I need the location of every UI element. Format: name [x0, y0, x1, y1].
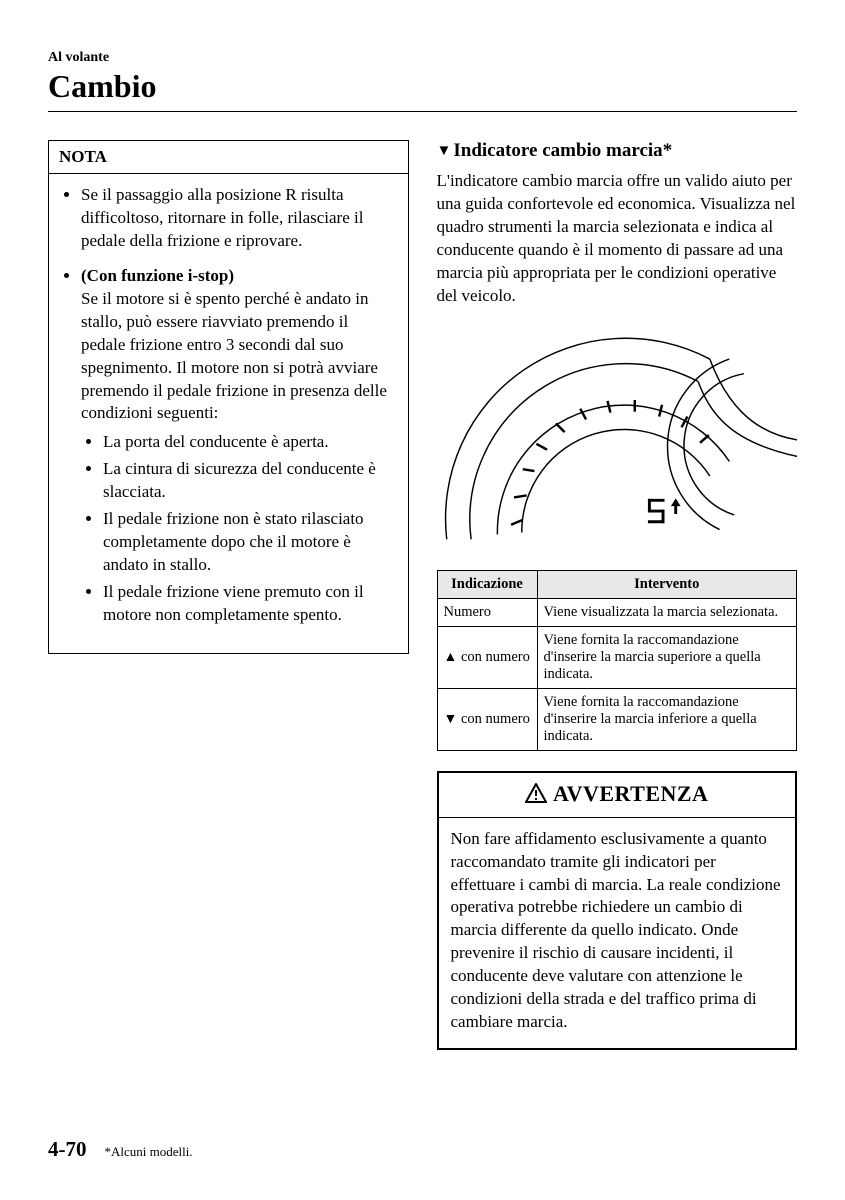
nota-item-2-bold: (Con funzione i-stop) [81, 266, 234, 285]
table-row: ▼ con numero Viene fornita la raccomanda… [437, 688, 797, 750]
table-cell: Numero [437, 598, 537, 626]
nota-label: NOTA [49, 141, 408, 174]
footnote: *Alcuni modelli. [105, 1144, 193, 1160]
nota-sub-2: La cintura di sicurezza del conducente è… [103, 458, 396, 504]
page-footer: 4-70 *Alcuni modelli. [48, 1137, 193, 1162]
nota-item-2-text: Se il motore si è spento perché è andato… [81, 289, 387, 423]
nota-item-2: (Con funzione i-stop) Se il motore si è … [81, 265, 396, 627]
table-cell: ▼ con numero [437, 688, 537, 750]
nota-sub-1: La porta del conducente è aperta. [103, 431, 396, 454]
content-columns: NOTA Se il passaggio alla posizione R ri… [48, 140, 797, 1050]
page-number: 4-70 [48, 1137, 87, 1162]
down-arrow-icon: ▼ [444, 712, 458, 727]
nota-box: NOTA Se il passaggio alla posizione R ri… [48, 140, 409, 654]
warning-text: Non fare affidamento esclusivamente a qu… [439, 818, 796, 1048]
table-cell: Viene fornita la raccomandazione d'inser… [537, 688, 797, 750]
table-row: Numero Viene visualizzata la marcia sele… [437, 598, 797, 626]
section-paragraph: L'indicatore cambio marcia offre un vali… [437, 170, 798, 308]
triangle-icon: ▼ [437, 143, 452, 160]
table-cell: ▲ con numero [437, 626, 537, 688]
table-row: ▲ con numero Viene fornita la raccomanda… [437, 626, 797, 688]
warning-icon [525, 783, 547, 809]
nota-item-1: Se il passaggio alla posizione R risulta… [81, 184, 396, 253]
section-title-star: * [663, 140, 673, 161]
page-title: Cambio [48, 68, 797, 105]
gauge-illustration [437, 322, 798, 552]
nota-sub-3: Il pedale frizione non è stato rilasciat… [103, 508, 396, 577]
section-title-text: Indicatore cambio marcia [453, 140, 662, 161]
page-header: Al volante Cambio [48, 50, 797, 112]
header-divider [48, 111, 797, 112]
left-column: NOTA Se il passaggio alla posizione R ri… [48, 140, 409, 1050]
section-title: ▼Indicatore cambio marcia* [437, 140, 798, 162]
right-column: ▼Indicatore cambio marcia* L'indicatore … [437, 140, 798, 1050]
warning-header: AVVERTENZA [439, 773, 796, 818]
warning-box: AVVERTENZA Non fare affidamento esclusiv… [437, 771, 798, 1050]
indication-table: Indicazione Intervento Numero Viene visu… [437, 570, 798, 751]
table-header-2: Intervento [537, 570, 797, 598]
section-label: Al volante [48, 50, 797, 66]
warning-label: AVVERTENZA [553, 781, 708, 806]
nota-sub-4: Il pedale frizione viene premuto con il … [103, 581, 396, 627]
table-cell: Viene fornita la raccomandazione d'inser… [537, 626, 797, 688]
up-arrow-icon: ▲ [444, 650, 458, 665]
nota-body: Se il passaggio alla posizione R risulta… [49, 174, 408, 653]
nota-sublist: La porta del conducente è aperta. La cin… [81, 431, 396, 627]
table-cell: Viene visualizzata la marcia selezionata… [537, 598, 797, 626]
table-header-1: Indicazione [437, 570, 537, 598]
